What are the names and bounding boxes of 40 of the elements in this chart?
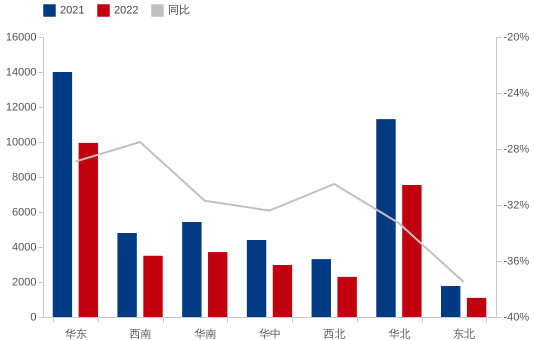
x-tick-label: 华东	[64, 328, 87, 340]
x-tick-label: 西南	[130, 328, 152, 340]
x-tick-label: 华南	[194, 328, 216, 340]
legend-label: 同比	[168, 4, 190, 17]
y2-tick-label: -36%	[504, 256, 530, 268]
y-tick-label: 8000	[12, 172, 36, 184]
y2-tick-label: -28%	[504, 144, 530, 156]
bar	[312, 259, 331, 317]
bar	[402, 185, 422, 317]
bar	[78, 142, 98, 317]
y-tick-label: 10000	[6, 136, 36, 148]
y2-tick-label: -24%	[504, 88, 530, 100]
bar	[440, 286, 460, 317]
bar	[117, 233, 137, 317]
bar	[182, 222, 202, 317]
y2-tick-label: -40%	[504, 312, 530, 324]
bar	[466, 298, 486, 317]
legend-label: 2021	[60, 4, 84, 17]
y-tick-label: 6000	[12, 206, 36, 218]
x-tick-label: 华北	[388, 328, 410, 340]
y-tick-label: 4000	[12, 242, 36, 254]
bar	[376, 119, 396, 317]
bar	[337, 276, 357, 317]
bar	[272, 265, 292, 317]
y-tick-label: 12000	[6, 102, 36, 114]
bar	[208, 252, 228, 317]
y2-tick-label: -32%	[504, 200, 530, 212]
x-tick-label: 华中	[259, 328, 281, 340]
x-tick-label: 西北	[324, 328, 346, 340]
bar	[246, 240, 266, 317]
y2-tick-label: -20%	[504, 32, 530, 44]
y-tick-label: 2000	[12, 276, 36, 288]
bar	[52, 72, 72, 317]
line-series	[74, 141, 465, 283]
legend-label: 2022	[114, 4, 138, 17]
bar	[143, 256, 163, 317]
y-tick-label: 0	[30, 312, 36, 324]
y-tick-label: 14000	[6, 66, 36, 78]
x-tick-label: 东北	[453, 328, 476, 340]
y-tick-label: 16000	[6, 32, 36, 44]
